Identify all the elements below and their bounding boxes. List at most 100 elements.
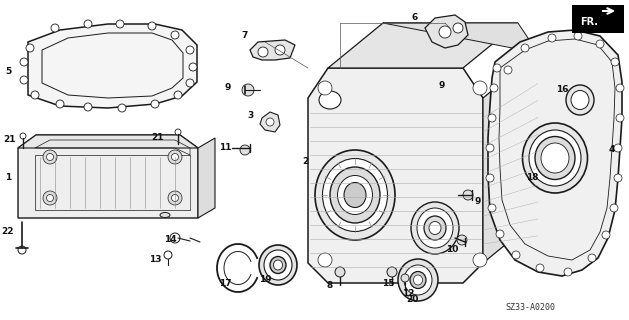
Circle shape (610, 204, 618, 212)
Circle shape (490, 84, 498, 92)
Circle shape (496, 230, 504, 238)
Circle shape (473, 253, 487, 267)
Circle shape (488, 204, 496, 212)
Text: 11: 11 (219, 143, 231, 153)
Circle shape (473, 81, 487, 95)
Circle shape (20, 76, 28, 84)
Text: 6: 6 (412, 13, 418, 22)
Circle shape (493, 64, 501, 72)
Text: 14: 14 (164, 236, 176, 244)
Circle shape (116, 20, 124, 28)
Ellipse shape (566, 85, 594, 115)
Ellipse shape (523, 123, 587, 193)
Text: 21: 21 (4, 135, 16, 145)
Text: 15: 15 (382, 278, 394, 287)
Ellipse shape (535, 137, 575, 180)
Text: 9: 9 (225, 84, 231, 92)
Circle shape (43, 191, 57, 205)
Text: 10: 10 (446, 245, 458, 254)
Text: 20: 20 (406, 295, 418, 305)
Text: 7: 7 (242, 30, 248, 39)
Circle shape (504, 66, 512, 74)
Text: 19: 19 (259, 276, 271, 284)
Text: 2: 2 (302, 157, 308, 166)
Circle shape (611, 58, 619, 66)
Text: 9: 9 (439, 81, 445, 90)
Circle shape (84, 103, 92, 111)
Circle shape (242, 84, 254, 96)
Ellipse shape (529, 130, 581, 186)
Text: 3: 3 (247, 110, 253, 119)
Ellipse shape (413, 275, 423, 285)
Circle shape (401, 274, 409, 282)
Ellipse shape (424, 216, 446, 240)
Circle shape (168, 150, 182, 164)
Circle shape (240, 145, 250, 155)
Polygon shape (28, 24, 197, 108)
Polygon shape (260, 112, 280, 132)
Ellipse shape (338, 175, 372, 214)
Text: 17: 17 (219, 278, 231, 287)
Ellipse shape (541, 143, 569, 173)
Circle shape (43, 150, 57, 164)
Circle shape (148, 22, 156, 30)
Circle shape (51, 24, 59, 32)
Bar (572, 5, 624, 33)
Ellipse shape (264, 250, 292, 280)
Ellipse shape (274, 260, 282, 270)
Circle shape (318, 253, 332, 267)
Circle shape (512, 251, 520, 259)
Circle shape (20, 58, 28, 66)
Circle shape (614, 174, 622, 182)
Circle shape (488, 114, 496, 122)
Circle shape (574, 32, 582, 40)
Circle shape (602, 231, 610, 239)
Polygon shape (18, 135, 198, 148)
Ellipse shape (417, 208, 453, 248)
Circle shape (186, 79, 194, 87)
Circle shape (335, 267, 345, 277)
Circle shape (151, 100, 159, 108)
Circle shape (266, 118, 274, 126)
Circle shape (457, 235, 467, 245)
Ellipse shape (571, 91, 589, 109)
Ellipse shape (429, 221, 441, 235)
Ellipse shape (411, 202, 459, 254)
Circle shape (596, 40, 604, 48)
Circle shape (20, 133, 26, 139)
Ellipse shape (259, 245, 297, 285)
Circle shape (463, 190, 473, 200)
Polygon shape (483, 53, 538, 263)
Circle shape (171, 31, 179, 39)
Circle shape (56, 100, 64, 108)
Circle shape (189, 63, 197, 71)
Circle shape (47, 195, 53, 202)
Text: 22: 22 (2, 228, 14, 236)
Circle shape (616, 114, 624, 122)
Circle shape (453, 23, 463, 33)
Text: 9: 9 (475, 197, 481, 206)
Polygon shape (18, 135, 198, 218)
Polygon shape (488, 30, 622, 276)
Polygon shape (250, 40, 295, 60)
Ellipse shape (344, 182, 366, 207)
Polygon shape (383, 23, 538, 53)
Circle shape (387, 267, 397, 277)
Circle shape (486, 174, 494, 182)
Circle shape (172, 195, 179, 202)
Text: 12: 12 (402, 289, 415, 298)
Circle shape (84, 20, 92, 28)
Circle shape (186, 46, 194, 54)
Circle shape (172, 154, 179, 161)
Text: 13: 13 (148, 255, 161, 265)
Circle shape (258, 47, 268, 57)
Ellipse shape (315, 150, 395, 240)
Circle shape (588, 254, 596, 262)
Text: 16: 16 (556, 85, 568, 94)
Text: 4: 4 (609, 146, 615, 155)
Circle shape (521, 44, 529, 52)
Ellipse shape (270, 257, 286, 274)
Polygon shape (308, 68, 483, 283)
Circle shape (31, 91, 39, 99)
Text: 21: 21 (152, 133, 164, 142)
